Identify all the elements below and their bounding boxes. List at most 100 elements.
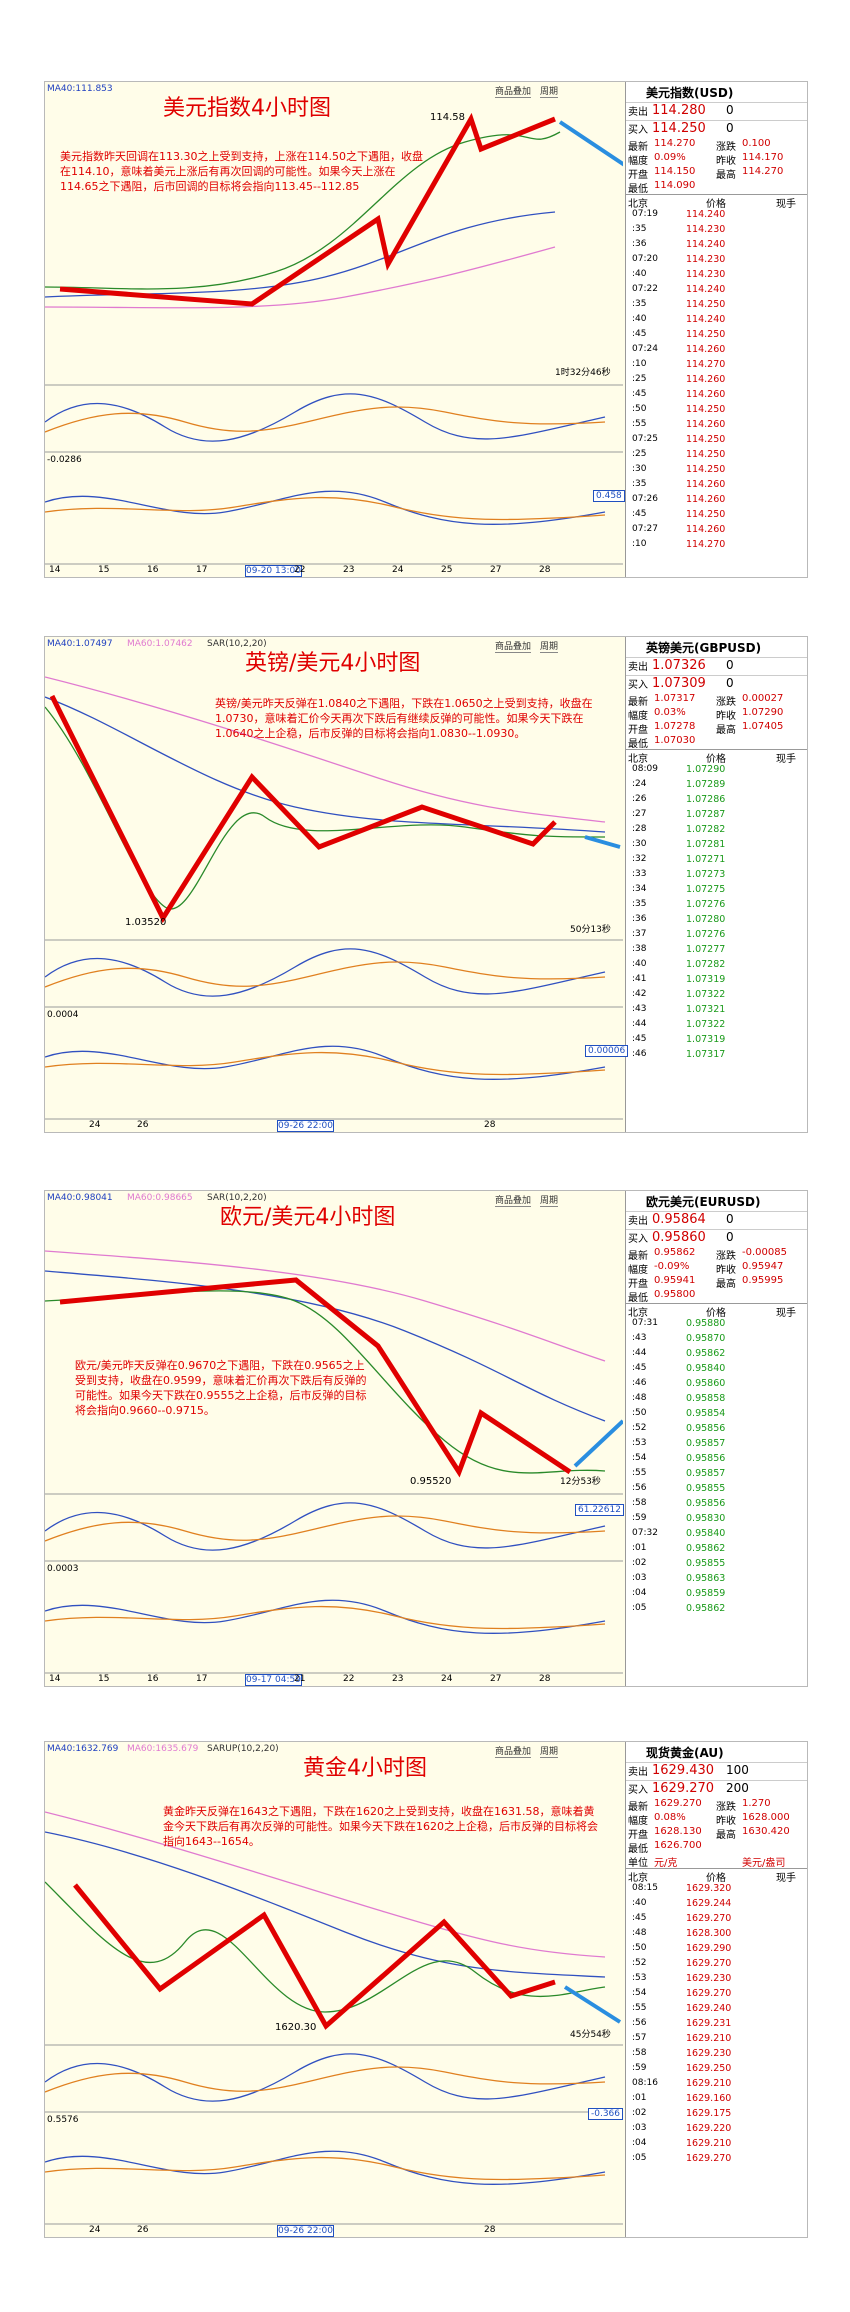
tick-price: 1629.160 (686, 2093, 732, 2104)
x-axis-label: 24 (89, 1120, 101, 1130)
tick-row: :50 114.250 (626, 404, 807, 419)
panel: 现货黄金(AU) 卖出 1629.430 100 买入 1629.270 200 最新 1629… (44, 1741, 808, 2238)
indicator-label: MA60:0.98665 (127, 1193, 193, 1203)
tick-price: 1.07321 (686, 1004, 726, 1015)
tick-row: :56 0.95855 (626, 1483, 807, 1498)
tick-row: 07:20 114.230 (626, 254, 807, 269)
stat-row: 单位 元/克 美元/盎司 (626, 1854, 807, 1869)
quote-volume: 0 (726, 121, 734, 135)
tick-time: :01 (632, 1543, 647, 1553)
quote-price: 0.95860 (652, 1230, 706, 1245)
panel-title: 英镑/美元4小时图 (245, 651, 421, 676)
stat-value: 1.07405 (742, 721, 784, 732)
quote-volume: 200 (726, 1781, 749, 1795)
stat-value: 1.07290 (742, 707, 784, 718)
tick-price: 114.270 (686, 359, 726, 370)
x-axis-label: 24 (392, 565, 404, 575)
quote-price: 1.07309 (652, 676, 706, 691)
quote-volume: 0 (726, 676, 734, 690)
stat-label: 开盘 (628, 1830, 648, 1841)
tick-price: 0.95840 (686, 1363, 726, 1374)
quote-label: 买入 (628, 680, 648, 691)
indicator-label: MA60:1.07462 (127, 639, 193, 649)
stat-label: 昨收 (716, 1265, 736, 1276)
tick-time: :35 (632, 479, 647, 489)
tick-price: 1.07281 (686, 839, 726, 850)
tick-price: 1.07290 (686, 764, 726, 775)
quote-row: 卖出 0.95864 0 (626, 1211, 807, 1229)
tick-price: 0.95856 (686, 1423, 726, 1434)
tick-time: :36 (632, 239, 647, 249)
tick-time: :45 (632, 329, 647, 339)
tick-price: 0.95855 (686, 1558, 726, 1569)
tick-row: :40 114.230 (626, 269, 807, 284)
tick-time: :30 (632, 464, 647, 474)
stat-label: 涨跌 (716, 1251, 736, 1262)
tick-time: :28 (632, 824, 647, 834)
x-axis-label: 28 (484, 2225, 496, 2235)
price-label: 0.95520 (410, 1476, 452, 1487)
tick-row: :52 1629.270 (626, 1958, 807, 1973)
tick-time: 07:32 (632, 1528, 658, 1538)
tick-time: :45 (632, 389, 647, 399)
tick-time: :45 (632, 509, 647, 519)
tick-time: :35 (632, 299, 647, 309)
stat-value: 1629.270 (654, 1798, 702, 1809)
tick-row: :40 1.07282 (626, 959, 807, 974)
tick-row: :10 114.270 (626, 539, 807, 554)
quote-price: 0.95864 (652, 1212, 706, 1227)
value-box: -0.366 (588, 2108, 624, 2120)
tick-time: :30 (632, 839, 647, 849)
stat-row: 幅度 -0.09% 昨收 0.95947 (626, 1261, 807, 1276)
timer-label: 45分54秒 (570, 2030, 611, 2040)
tick-row: :30 1.07281 (626, 839, 807, 854)
tick-time: :59 (632, 2063, 647, 2073)
tick-time: :58 (632, 1498, 647, 1508)
quote-row: 买入 1629.270 200 (626, 1780, 807, 1798)
tick-row: :37 1.07276 (626, 929, 807, 944)
ticks-header: 北京 价格 现手 (626, 1303, 807, 1319)
price-label: 1620.30 (275, 2022, 317, 2033)
quote-price: 114.280 (652, 103, 706, 118)
toolbar-button: 商品叠加 (495, 1193, 532, 1207)
quote-title: 英镑美元(GBPUSD) (646, 641, 762, 655)
tick-row: :42 1.07322 (626, 989, 807, 1004)
quote-volume: 0 (726, 1212, 734, 1226)
x-axis-label: 16 (147, 565, 159, 575)
tick-price: 114.250 (686, 509, 726, 520)
tick-price: 0.95870 (686, 1333, 726, 1344)
tick-price: 1.07276 (686, 899, 726, 910)
stat-value: 1.07317 (654, 693, 696, 704)
tick-row: :40 114.240 (626, 314, 807, 329)
tick-price: 114.250 (686, 329, 726, 340)
tick-row: :50 1629.290 (626, 1943, 807, 1958)
stat-label: 昨收 (716, 711, 736, 722)
toolbar-button: 周期 (540, 84, 559, 98)
stat-value: 114.090 (654, 180, 696, 191)
x-axis-label: 23 (392, 1674, 404, 1684)
quote-volume: 0 (726, 1230, 734, 1244)
stat-label: 涨跌 (716, 142, 736, 153)
indicator-label: SAR(10,2,20) (207, 639, 267, 649)
panel: 英镑美元(GBPUSD) 卖出 1.07326 0 买入 1.07309 0 最新 1.0731… (44, 636, 808, 1133)
tick-time: :38 (632, 944, 647, 954)
tick-price: 0.95880 (686, 1318, 726, 1329)
tick-row: :35 114.250 (626, 299, 807, 314)
tick-price: 0.95856 (686, 1453, 726, 1464)
stat-label: 最新 (628, 1251, 648, 1262)
tick-price: 1629.250 (686, 2063, 732, 2074)
tick-row: :45 0.95840 (626, 1363, 807, 1378)
x-axis-label: 09-26 22:00 (277, 1120, 334, 1132)
stat-row: 幅度 0.08% 昨收 1628.000 (626, 1812, 807, 1827)
tick-time: :36 (632, 914, 647, 924)
tick-time: 08:09 (632, 764, 658, 774)
header-cell: 北京 (628, 754, 648, 765)
tick-time: :35 (632, 899, 647, 909)
tick-price: 1629.210 (686, 2138, 732, 2149)
tick-row: :54 1629.270 (626, 1988, 807, 2003)
tick-row: :38 1.07277 (626, 944, 807, 959)
quote-row: 卖出 1.07326 0 (626, 657, 807, 675)
tick-row: :35 114.260 (626, 479, 807, 494)
tick-row: :25 114.250 (626, 449, 807, 464)
panel-title: 欧元/美元4小时图 (220, 1205, 396, 1230)
